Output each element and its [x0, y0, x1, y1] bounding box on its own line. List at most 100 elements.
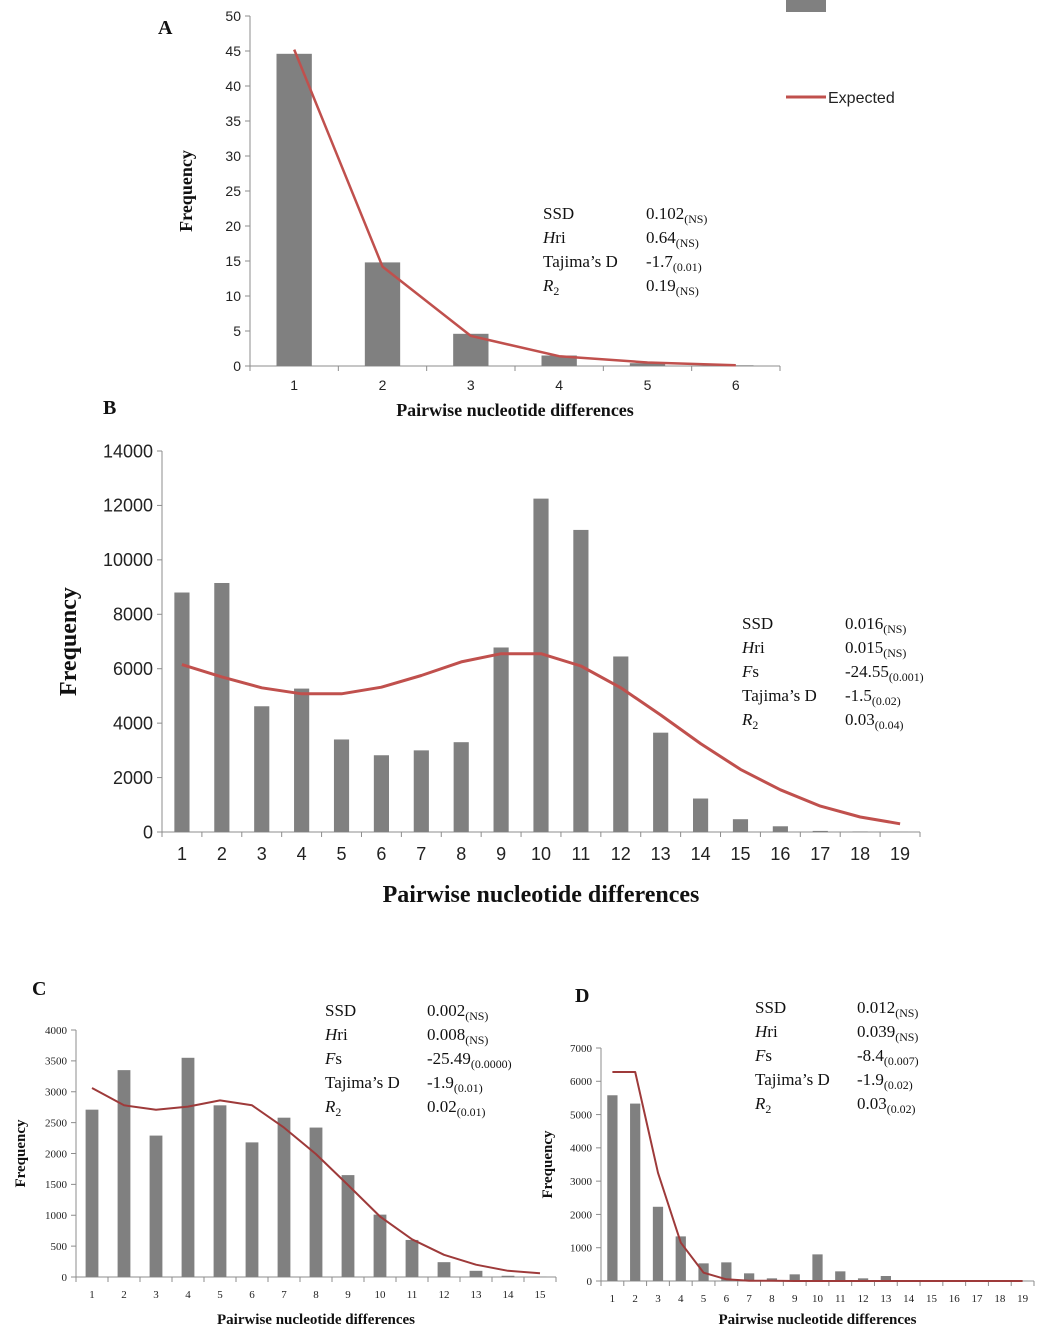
line-expected [181, 652, 901, 826]
stat-label-italic: R [741, 710, 753, 729]
bar-observed [835, 1271, 846, 1281]
bar-observed [880, 1276, 891, 1281]
stat-value: 0.039(NS) [857, 1022, 918, 1044]
stat-label: R2 [542, 276, 559, 298]
stat-label: Tajima’s D [742, 686, 817, 705]
stat-label: SSD [742, 614, 773, 633]
stat-value-number: 0.008 [427, 1025, 465, 1044]
y-axis-title: Frequency [540, 1130, 556, 1199]
stat-label: Hri [741, 638, 765, 657]
stat-label-text: ri [337, 1025, 348, 1044]
y-tick-label: 3000 [45, 1087, 68, 1099]
stat-label-text: ri [555, 228, 566, 247]
legend-label-expected: Expected [828, 90, 895, 107]
x-tick-label: 6 [724, 1293, 730, 1305]
x-tick-label: 1 [89, 1289, 95, 1301]
stat-label: Tajima’s D [543, 252, 618, 271]
stat-value-pvalue: (NS) [684, 212, 707, 226]
x-tick-label: 3 [257, 844, 267, 864]
y-tick-label: 4000 [45, 1025, 68, 1037]
stat-value: 0.03(0.04) [845, 710, 904, 732]
x-tick-label: 6 [732, 377, 740, 393]
bar-observed [493, 647, 509, 832]
y-tick-label: 45 [225, 43, 241, 59]
y-tick-label: 2000 [570, 1209, 593, 1221]
stat-value-number: -1.9 [427, 1073, 454, 1092]
stat-value: -1.9(0.01) [427, 1073, 483, 1095]
bar-observed [630, 1103, 641, 1281]
stat-label: R2 [741, 710, 758, 732]
stat-value-number: 0.02 [427, 1097, 457, 1116]
stat-label-italic: H [542, 228, 557, 247]
x-tick-label: 10 [531, 844, 551, 864]
bar-observed [607, 1095, 618, 1281]
stat-label-text: Tajima’s D [755, 1070, 830, 1089]
bar-observed [469, 1270, 483, 1277]
stat-value-number: -1.5 [845, 686, 872, 705]
stat-label-italic: F [754, 1046, 766, 1065]
x-tick-label: 16 [949, 1293, 961, 1305]
bar-observed [245, 1142, 259, 1277]
y-tick-label: 5000 [570, 1109, 593, 1121]
y-tick-label: 1000 [570, 1243, 593, 1255]
bar-observed [613, 656, 629, 832]
bar-observed [718, 365, 754, 366]
x-tick-label: 2 [379, 377, 387, 393]
bar-observed [85, 1109, 99, 1277]
bar-observed [341, 1175, 355, 1277]
y-tick-label: 30 [225, 148, 241, 164]
x-tick-label: 15 [926, 1293, 938, 1305]
bar-observed [852, 831, 868, 832]
x-axis-title: Pairwise nucleotide differences [217, 1312, 415, 1328]
stat-label: Hri [324, 1025, 348, 1044]
y-tick-label: 4000 [570, 1143, 593, 1155]
x-tick-label: 1 [290, 377, 298, 393]
stat-value: 0.03(0.02) [857, 1094, 916, 1116]
x-tick-label: 13 [651, 844, 671, 864]
bar-observed [812, 1254, 823, 1281]
x-tick-label: 6 [376, 844, 386, 864]
x-tick-label: 8 [456, 844, 466, 864]
bar-observed [533, 498, 549, 832]
line-expected [293, 49, 736, 367]
stat-value-pvalue: (NS) [883, 646, 906, 660]
stat-label: SSD [543, 204, 574, 223]
x-tick-label: 5 [217, 1289, 223, 1301]
bar-observed [149, 1135, 163, 1277]
x-tick-label: 14 [691, 844, 711, 864]
stat-value-pvalue: (NS) [895, 1006, 918, 1020]
bar-observed [692, 798, 709, 832]
stat-value-pvalue: (0.01) [454, 1081, 483, 1095]
x-tick-label: 6 [249, 1289, 255, 1301]
y-tick-label: 14000 [103, 441, 153, 461]
stat-label: Tajima’s D [755, 1070, 830, 1089]
y-tick-label: 3500 [45, 1056, 68, 1068]
y-tick-label: 0 [62, 1272, 68, 1284]
y-tick-label: 0 [587, 1276, 593, 1288]
bar-observed [629, 363, 666, 366]
y-tick-label: 25 [225, 183, 241, 199]
x-tick-label: 12 [439, 1289, 450, 1301]
stat-label-italic: H [741, 638, 756, 657]
y-tick-label: 15 [225, 253, 241, 269]
x-tick-label: 17 [972, 1293, 984, 1305]
y-tick-label: 5 [233, 323, 241, 339]
x-tick-label: 16 [770, 844, 790, 864]
stat-value: -24.55(0.001) [845, 662, 924, 684]
x-tick-label: 5 [701, 1293, 707, 1305]
stat-value: 0.015(NS) [845, 638, 906, 660]
bar-observed [413, 750, 429, 832]
y-axis-title: Frequency [56, 587, 82, 696]
stat-value-number: 0.64 [646, 228, 676, 247]
bar-observed [789, 1274, 800, 1281]
y-tick-label: 3000 [570, 1176, 593, 1188]
stat-value: 0.002(NS) [427, 1001, 488, 1023]
x-tick-label: 9 [496, 844, 506, 864]
stat-value-pvalue: (NS) [883, 622, 906, 636]
stat-label-italic: R [754, 1094, 766, 1113]
y-tick-label: 0 [233, 358, 241, 374]
bar-observed [573, 529, 589, 832]
stat-value-number: 0.039 [857, 1022, 895, 1041]
